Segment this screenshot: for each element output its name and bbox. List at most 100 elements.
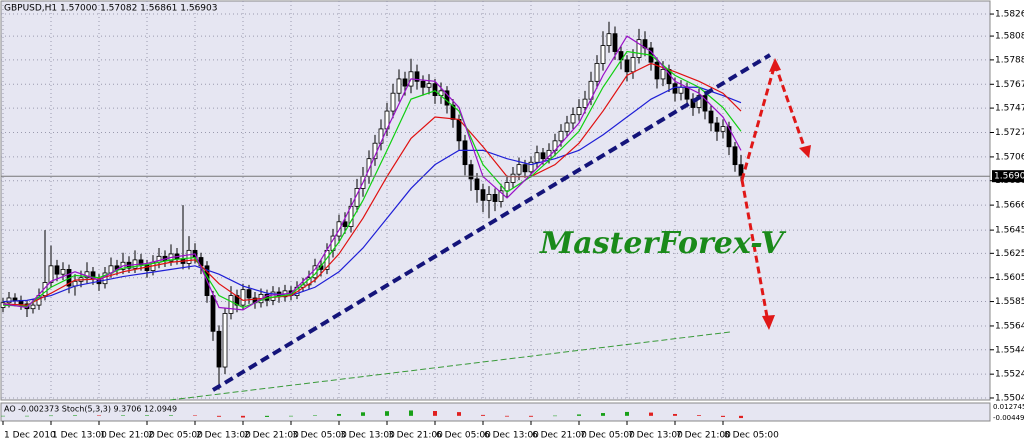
candle-body <box>12 297 18 301</box>
candle-body <box>228 295 234 314</box>
y-tick-label: 1.57065 <box>995 152 1024 162</box>
candle-body <box>624 59 630 73</box>
indicator-line <box>2 35 742 311</box>
candle-body <box>594 63 600 82</box>
ao-bar <box>49 415 53 417</box>
y-tick-label: 1.57475 <box>995 104 1024 114</box>
x-tick-label: 1 Dec 13:00 <box>52 431 107 441</box>
arrow-head <box>799 145 811 158</box>
indicator-tick-label: -0.00449 <box>993 414 1024 422</box>
ao-bar <box>97 415 101 416</box>
candle-body <box>492 194 498 202</box>
y-tick-label: 1.55240 <box>995 370 1024 380</box>
ao-bar <box>121 415 125 416</box>
candle-body <box>6 297 12 304</box>
candle-body <box>498 190 504 202</box>
candle-body <box>732 146 738 166</box>
candle-body <box>660 69 666 80</box>
candle-body <box>540 152 546 160</box>
candle-body <box>426 83 432 88</box>
ao-bar <box>1 415 5 417</box>
ao-bar <box>313 415 317 416</box>
watermark: MasterForex-V <box>539 226 786 261</box>
candle-body <box>210 295 216 332</box>
candle-body <box>534 152 540 163</box>
candle-body <box>654 61 660 80</box>
candle-body <box>528 161 534 173</box>
candle-body <box>48 265 54 283</box>
y-tick-label: 1.56450 <box>995 226 1024 236</box>
ao-bar <box>697 415 701 416</box>
candle-body <box>186 249 192 264</box>
x-tick-label: 7 Dec 13:00 <box>628 431 683 441</box>
ao-bar <box>529 415 533 417</box>
candle-body <box>636 39 642 58</box>
candle-body <box>240 289 246 306</box>
ao-bar <box>577 414 581 416</box>
x-tick-label: 7 Dec 05:00 <box>580 431 635 441</box>
candle-body <box>510 173 516 183</box>
arrow-down <box>740 179 770 323</box>
ao-bar <box>145 415 149 416</box>
ao-bar <box>553 415 557 417</box>
candle-body <box>456 119 462 142</box>
candle-body <box>678 86 684 94</box>
candle-body <box>702 95 708 112</box>
candle-body <box>720 126 726 132</box>
ao-bar <box>601 413 605 416</box>
x-tick-label: 3 Dec 13:00 <box>340 431 395 441</box>
arrow-heads <box>762 58 811 330</box>
y-tick-label: 1.57880 <box>995 55 1024 65</box>
y-tick-label: 1.55850 <box>995 297 1024 307</box>
candle-body <box>216 330 222 368</box>
candle-body <box>576 107 582 116</box>
ao-bar <box>505 415 509 417</box>
x-tick-label: 6 Dec 13:00 <box>484 431 539 441</box>
candle-body <box>402 78 408 87</box>
price-label: 1.56903 <box>994 172 1024 182</box>
candle-body <box>432 83 438 96</box>
candle-body <box>558 130 564 142</box>
candle-body <box>390 92 396 112</box>
ao-bar <box>625 411 629 416</box>
candle-body <box>564 122 570 132</box>
ao-bar <box>289 415 293 417</box>
chart-header: GBPUSD,H1 1.57000 1.57082 1.56861 1.5690… <box>4 4 217 14</box>
candle-body <box>396 78 402 94</box>
candle-body <box>30 304 36 310</box>
ao-bar <box>241 415 245 418</box>
y-tick-label: 1.55040 <box>995 393 1024 403</box>
y-tick-label: 1.55645 <box>995 321 1024 331</box>
x-tick-label: 2 Dec 13:00 <box>196 431 251 441</box>
y-tick-label: 1.56660 <box>995 201 1024 211</box>
indicator-line <box>2 50 742 309</box>
ao-bar <box>481 414 485 416</box>
ao-bar <box>433 411 437 416</box>
candle-body <box>480 189 486 201</box>
x-tick-label: 2 Dec 21:00 <box>244 431 299 441</box>
candle-body <box>522 164 528 173</box>
candle-body <box>366 158 372 177</box>
arrow-up-down <box>740 59 808 181</box>
ao-bar <box>385 411 389 416</box>
arrow-head <box>769 58 781 72</box>
y-tick-label: 1.58080 <box>995 32 1024 42</box>
ao-bar <box>673 413 677 416</box>
indicator-header: AO -0.002373 Stoch(5,3,3) 9.3706 12.0949 <box>4 405 177 414</box>
candle-body <box>444 90 450 106</box>
candle-body <box>474 178 480 191</box>
y-tick-label: 1.57675 <box>995 80 1024 90</box>
candle-body <box>60 269 66 275</box>
ao-bar <box>193 415 197 416</box>
candle-body <box>726 126 732 148</box>
ao-bar <box>649 412 653 416</box>
forecast-arrows <box>740 59 808 323</box>
candle-body <box>570 114 576 124</box>
grid <box>1 1 990 400</box>
candle-body <box>504 182 510 192</box>
x-tick-label: 3 Dec 21:00 <box>388 431 443 441</box>
candle-body <box>582 98 588 108</box>
ao-bar <box>739 415 743 419</box>
y-tick-label: 1.58265 <box>995 10 1024 20</box>
candle-body <box>630 57 636 73</box>
